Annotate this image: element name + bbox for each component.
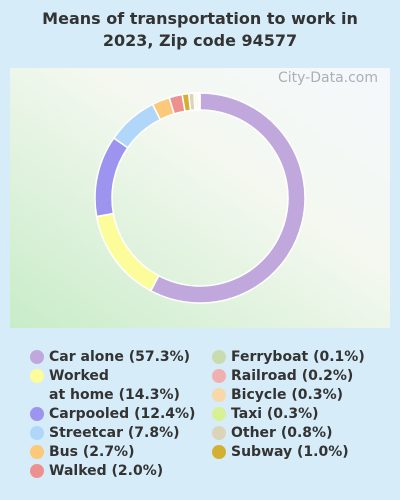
legend-swatch bbox=[212, 407, 226, 421]
legend-entry: Bicycle (0.3%) bbox=[231, 386, 343, 405]
legend-entry: Other (0.8%) bbox=[231, 424, 332, 443]
legend-value: (1.0%) bbox=[297, 444, 349, 460]
legend-label: Railroad bbox=[231, 368, 297, 384]
legend-swatch bbox=[212, 445, 226, 459]
legend-swatch bbox=[30, 464, 44, 478]
legend-entry: Bus (2.7%) bbox=[49, 443, 134, 462]
legend-swatch bbox=[30, 426, 44, 440]
donut-slice bbox=[149, 92, 306, 304]
plot-area bbox=[10, 68, 390, 328]
legend-entry: Carpooled (12.4%) bbox=[49, 405, 195, 424]
legend-entry: Taxi (0.3%) bbox=[231, 405, 319, 424]
legend-swatch bbox=[212, 426, 226, 440]
legend-label: Car alone bbox=[49, 349, 124, 365]
legend-label: Streetcar bbox=[49, 425, 124, 441]
chart-title: Means of transportation to work in 2023,… bbox=[42, 9, 358, 50]
watermark: City-Data.com bbox=[277, 70, 378, 86]
legend-label: Bus bbox=[49, 444, 78, 460]
legend-label: Walked bbox=[49, 463, 107, 479]
legend-entry: Ferryboat (0.1%) bbox=[231, 348, 365, 367]
legend-value: (0.8%) bbox=[280, 425, 333, 441]
legend-value: (0.3%) bbox=[291, 387, 343, 403]
legend-value: (12.4%) bbox=[134, 406, 196, 422]
legend-entry: Walked (2.0%) bbox=[49, 462, 163, 481]
legend-value: (0.2%) bbox=[301, 368, 354, 384]
legend-swatch bbox=[212, 369, 226, 383]
legend-value: (2.7%) bbox=[82, 444, 135, 460]
donut-slice bbox=[112, 103, 162, 149]
legend-entry: Subway (1.0%) bbox=[231, 443, 349, 462]
legend-entry: Streetcar (7.8%) bbox=[49, 424, 180, 443]
legend-swatch bbox=[30, 369, 44, 383]
legend-value: (7.8%) bbox=[127, 425, 180, 441]
legend-value: (57.3%) bbox=[128, 349, 191, 365]
legend-label: Other bbox=[231, 425, 276, 441]
legend-value: (2.0%) bbox=[111, 463, 164, 479]
legend-swatch bbox=[30, 407, 44, 421]
legend-swatch bbox=[30, 350, 44, 364]
legend-value: (0.3%) bbox=[266, 406, 319, 422]
legend-swatch bbox=[212, 388, 226, 402]
donut-slice bbox=[95, 212, 160, 292]
legend-label: Ferryboat bbox=[231, 349, 309, 365]
legend-label: Subway bbox=[231, 444, 293, 460]
legend-swatch bbox=[212, 350, 226, 364]
legend-label: Bicycle bbox=[231, 387, 287, 403]
donut-slice bbox=[198, 92, 201, 111]
legend-label: Carpooled bbox=[49, 406, 130, 422]
legend-entry: Railroad (0.2%) bbox=[231, 367, 353, 386]
legend-entry: Worked at home (14.3%) bbox=[49, 367, 180, 405]
legend-value: (14.3%) bbox=[118, 387, 180, 403]
legend-entry: Car alone (57.3%) bbox=[49, 348, 190, 367]
legend-label: Taxi bbox=[231, 406, 263, 422]
chart bbox=[94, 92, 306, 304]
legend-swatch bbox=[30, 445, 44, 459]
legend-value: (0.1%) bbox=[313, 349, 365, 365]
donut-slice bbox=[94, 136, 129, 218]
legend-label: Worked at home bbox=[49, 368, 114, 403]
